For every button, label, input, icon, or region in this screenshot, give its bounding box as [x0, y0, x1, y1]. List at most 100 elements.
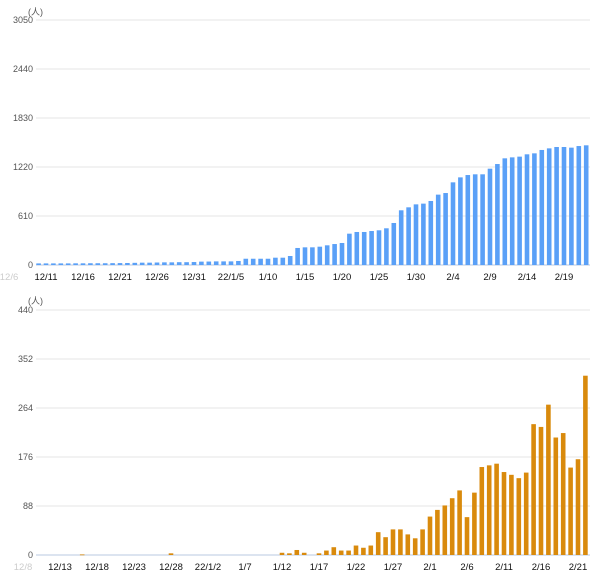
bar	[546, 404, 551, 555]
bar	[428, 200, 434, 265]
bar	[406, 207, 411, 265]
bar	[509, 157, 515, 265]
x-tick-label: 1/27	[384, 562, 403, 573]
x-tick-label: 1/25	[370, 272, 389, 283]
bar	[169, 262, 175, 265]
bar	[480, 174, 485, 265]
x-tick-label: 1/20	[333, 272, 352, 283]
bar	[369, 231, 374, 265]
bar	[176, 262, 182, 265]
bar	[102, 263, 108, 265]
bar	[486, 465, 492, 555]
bar	[51, 263, 56, 265]
bar	[501, 472, 507, 555]
bar	[125, 262, 130, 265]
bar	[435, 509, 440, 555]
y-tick-label: 440	[18, 305, 33, 315]
bar	[88, 263, 93, 265]
bar	[569, 147, 574, 265]
bar	[375, 532, 381, 555]
bar	[553, 437, 559, 555]
y-tick-label: 610	[18, 211, 33, 221]
bar	[36, 263, 41, 265]
bar	[139, 262, 145, 265]
bar	[494, 463, 499, 555]
bar	[331, 547, 337, 555]
bar	[427, 516, 433, 555]
x-tick-label: 12/28	[159, 562, 183, 573]
bar	[464, 517, 470, 555]
bar	[368, 545, 374, 555]
bar	[583, 375, 588, 555]
bar	[310, 247, 315, 265]
x-tick-label: 2/4	[446, 272, 459, 283]
bar	[398, 529, 403, 555]
bar	[250, 258, 256, 265]
y-tick-label: 352	[18, 354, 33, 364]
bar	[258, 258, 263, 265]
x-tick-label: 2/14	[518, 272, 537, 283]
bar	[539, 149, 545, 265]
bar	[228, 261, 234, 265]
bar	[420, 529, 425, 555]
bar	[294, 549, 300, 555]
bar	[523, 472, 529, 555]
daily-chart: (人) 0 88 176 264 352 440 12/8 12/13 12/18 12/23 12…	[14, 296, 590, 573]
bar	[191, 262, 197, 265]
bar	[354, 231, 360, 265]
bar	[495, 164, 500, 265]
bar	[353, 545, 359, 555]
bar	[449, 498, 455, 555]
bar	[265, 258, 271, 265]
bar	[162, 262, 167, 265]
bar	[443, 193, 448, 265]
x-tick-label: 1/17	[310, 562, 329, 573]
x-tick-label: 1/7	[238, 562, 251, 573]
bar	[221, 261, 226, 265]
bar	[538, 426, 544, 555]
bar	[332, 244, 337, 265]
bar	[560, 433, 566, 555]
x-tick-label: 2/1	[423, 562, 436, 573]
x-tick-label: 2/11	[495, 562, 513, 573]
bar	[295, 247, 300, 265]
x-tick-label: 2/9	[483, 272, 496, 283]
x-tick-label: 2/21	[569, 562, 588, 573]
bar	[243, 258, 249, 265]
bar	[301, 552, 307, 555]
bar	[435, 194, 441, 265]
bar	[132, 262, 138, 265]
bar	[273, 257, 278, 265]
x-tick-label: 12/13	[48, 562, 72, 573]
bar	[65, 263, 71, 265]
x-tick-label: 22/1/2	[195, 562, 221, 573]
bar	[390, 529, 396, 555]
bar	[361, 547, 366, 555]
bar	[450, 182, 456, 265]
bar	[184, 262, 189, 265]
bar	[575, 459, 581, 555]
x-tick-label: 1/15	[296, 272, 315, 283]
cumulative-chart: (人) 0 610 1220 1830 2440 3050 12/6 12/11 12/16 12…	[0, 7, 590, 283]
y-unit-label: (人)	[28, 7, 43, 17]
bar	[199, 261, 204, 265]
bar	[576, 146, 582, 265]
y-tick-label: 0	[28, 260, 33, 270]
bar	[117, 263, 123, 265]
bar	[502, 158, 508, 265]
x-tick-label: 12/8	[14, 562, 33, 573]
bar	[287, 256, 293, 265]
bar	[147, 262, 152, 265]
x-tick-label: 2/19	[555, 272, 574, 283]
bar	[398, 210, 404, 265]
bar	[79, 554, 85, 556]
bar	[213, 261, 219, 265]
bar	[413, 204, 419, 265]
y-unit-label: (人)	[28, 296, 43, 306]
bar	[531, 424, 536, 555]
y-tick-label: 1830	[13, 113, 33, 123]
bar	[80, 263, 86, 265]
bar	[302, 247, 308, 265]
x-tick-label: 1/12	[273, 562, 292, 573]
